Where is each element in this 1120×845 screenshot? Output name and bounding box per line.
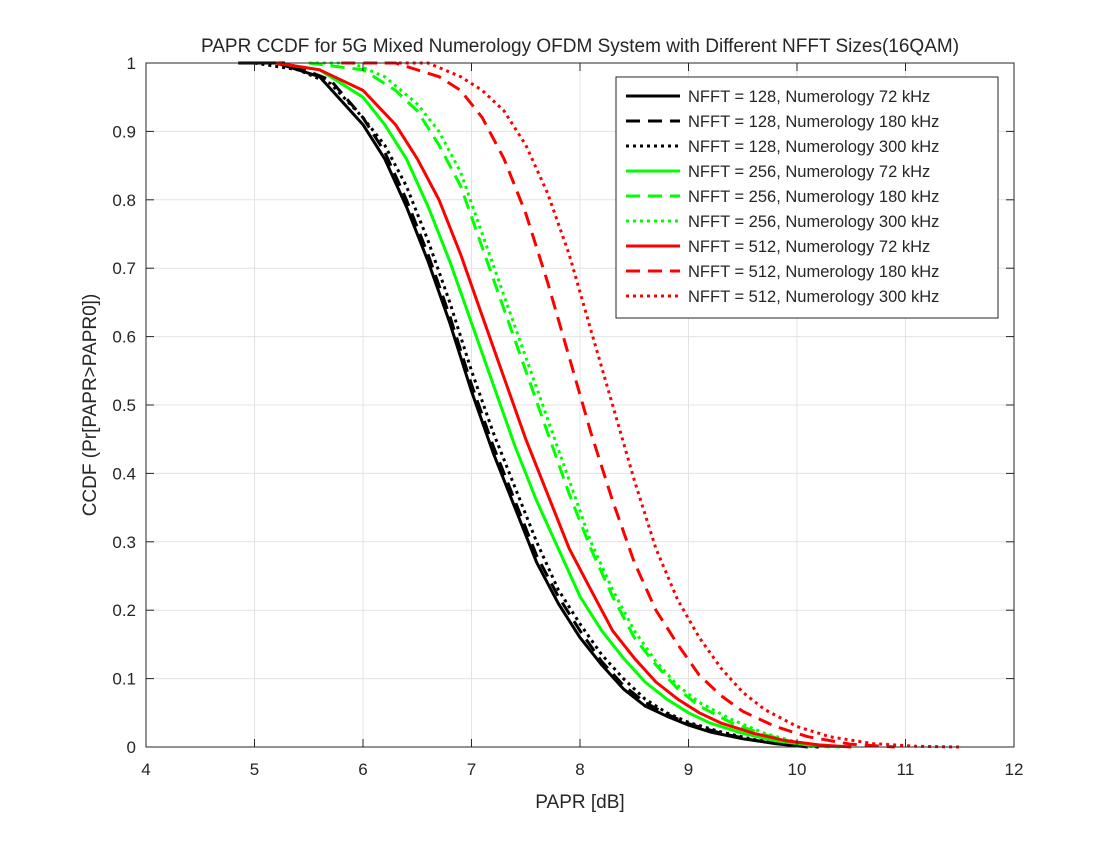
series-line-8 (341, 61, 895, 749)
legend-label: NFFT = 512, Numerology 72 kHz (688, 238, 930, 256)
x-tick-label: 4 (141, 760, 150, 779)
y-tick-label: 0.1 (112, 670, 136, 689)
series-line-9 (384, 61, 960, 749)
x-axis-label: PAPR [dB] (535, 792, 624, 813)
y-tick-label: 0.2 (112, 601, 136, 620)
y-axis-label: CCDF (Pr[PAPR>PAPR0]) (80, 294, 101, 517)
y-tick-label: 0 (127, 738, 136, 757)
series-line-5 (308, 61, 830, 749)
y-tick-label: 0.6 (112, 328, 136, 347)
series-group (238, 61, 960, 749)
legend-label: NFFT = 128, Numerology 300 kHz (688, 138, 939, 156)
y-tick-label: 0.3 (112, 533, 136, 552)
legend-label: NFFT = 256, Numerology 300 kHz (688, 213, 939, 231)
x-tick-label: 5 (250, 760, 259, 779)
x-tick-label: 12 (1005, 760, 1024, 779)
y-tick-label: 0.9 (112, 122, 136, 141)
chart-title: PAPR CCDF for 5G Mixed Numerology OFDM S… (201, 36, 959, 57)
x-tick-label: 9 (684, 760, 693, 779)
y-tick-label: 0.8 (112, 191, 136, 210)
series-line-7 (275, 61, 852, 749)
series-line-2 (249, 61, 819, 749)
legend-label: NFFT = 512, Numerology 180 kHz (688, 263, 939, 281)
x-tick-label: 6 (358, 760, 367, 779)
y-tick-label: 0.4 (112, 464, 136, 483)
legend-label: NFFT = 256, Numerology 72 kHz (688, 163, 930, 181)
y-tick-label: 1 (127, 54, 136, 73)
x-tick-label: 10 (788, 760, 807, 779)
legend-label: NFFT = 128, Numerology 180 kHz (688, 113, 939, 131)
y-tick-label: 0.7 (112, 259, 136, 278)
legend-label: NFFT = 128, Numerology 72 kHz (688, 88, 930, 106)
y-tick-label: 0.5 (112, 396, 136, 415)
legend: NFFT = 128, Numerology 72 kHz NFFT = 128,… (615, 76, 999, 319)
x-tick-label: 7 (467, 760, 476, 779)
series-line-3 (254, 61, 819, 749)
axis-ticks: 4 5 6 7 8 9 10 11 12 0 0.1 0.2 0.3 0.4 0.5 0.6 0.7 0.8 0.9… (112, 54, 1023, 779)
series-line-1 (238, 61, 808, 749)
x-tick-label: 11 (897, 760, 915, 779)
series-line-4 (275, 61, 841, 749)
x-tick-label: 8 (575, 760, 584, 779)
legend-label: NFFT = 512, Numerology 300 kHz (688, 288, 939, 306)
legend-label: NFFT = 256, Numerology 180 kHz (688, 188, 939, 206)
